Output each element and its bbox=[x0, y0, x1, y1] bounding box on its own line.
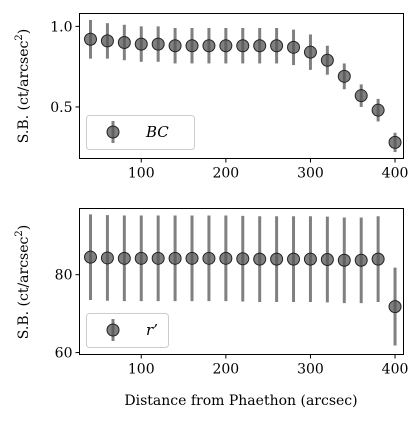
y-tick-label-bottom: 80 bbox=[55, 268, 73, 284]
axis-ticks-bottom: 100 200 300 400 60 80 bbox=[55, 268, 409, 378]
data-point bbox=[202, 39, 216, 53]
data-point bbox=[287, 40, 301, 54]
data-point bbox=[337, 69, 351, 83]
data-point bbox=[151, 251, 165, 265]
data-point bbox=[371, 103, 385, 117]
data-point bbox=[134, 251, 148, 265]
data-point bbox=[117, 251, 131, 265]
x-tick-label-bottom: 300 bbox=[297, 362, 324, 378]
data-point bbox=[320, 53, 334, 67]
legend-marker-top bbox=[106, 125, 120, 139]
plot-frame-top bbox=[79, 13, 404, 159]
x-tick-label-bottom: 200 bbox=[212, 362, 239, 378]
x-tick-label-bottom: 100 bbox=[128, 362, 155, 378]
legend-box-bottom bbox=[86, 313, 169, 348]
x-tick-label-top: 100 bbox=[128, 166, 155, 182]
data-point bbox=[303, 45, 317, 59]
data-point bbox=[83, 32, 97, 46]
y-tick-label-bottom: 60 bbox=[55, 346, 73, 362]
data-point bbox=[219, 39, 233, 53]
plot-frame-bottom bbox=[79, 208, 404, 355]
y-axis-label-bottom: S.B. (ct/arcsec2) bbox=[14, 225, 32, 339]
data-point bbox=[270, 39, 284, 53]
data-point bbox=[287, 252, 301, 266]
data-point bbox=[320, 253, 334, 267]
x-tick-label-top: 400 bbox=[382, 166, 409, 182]
x-tick-label-bottom: 400 bbox=[382, 362, 409, 378]
y-tick-label-top: 1.0 bbox=[50, 19, 72, 35]
panel-top: 100 200 300 400 0.5 1.0 S.B. (ct/arcsec2) BC bbox=[14, 13, 408, 182]
data-point bbox=[168, 39, 182, 53]
data-point bbox=[168, 251, 182, 265]
data-point bbox=[354, 253, 368, 267]
data-point bbox=[236, 39, 250, 53]
data-point bbox=[236, 252, 250, 266]
data-point bbox=[388, 300, 402, 314]
data-point bbox=[134, 37, 148, 51]
data-point bbox=[303, 252, 317, 266]
series-bc bbox=[83, 19, 402, 153]
legend-label-bottom: r’ bbox=[146, 321, 158, 339]
series-r bbox=[83, 214, 402, 346]
data-point bbox=[354, 89, 368, 103]
data-point bbox=[185, 251, 199, 265]
legend-box-top bbox=[86, 115, 195, 150]
data-point bbox=[100, 34, 114, 48]
legend-label-top: BC bbox=[145, 123, 169, 141]
data-point bbox=[117, 36, 131, 49]
data-point bbox=[151, 37, 165, 51]
data-point bbox=[100, 251, 114, 265]
y-tick-label-top: 0.5 bbox=[50, 100, 72, 116]
data-point bbox=[202, 251, 216, 265]
data-point bbox=[219, 251, 233, 265]
axis-ticks-top: 100 200 300 400 0.5 1.0 bbox=[50, 19, 408, 181]
legend-marker-bottom bbox=[106, 323, 120, 337]
x-tick-label-top: 300 bbox=[297, 166, 324, 182]
data-point bbox=[388, 135, 402, 149]
x-axis-label: Distance from Phaethon (arcsec) bbox=[124, 393, 357, 409]
data-point bbox=[337, 253, 351, 267]
data-point bbox=[185, 39, 199, 53]
legend-bottom: r’ bbox=[86, 313, 169, 348]
data-point bbox=[253, 39, 267, 53]
legend-top: BC bbox=[86, 115, 195, 150]
y-axis-label-top: S.B. (ct/arcsec2) bbox=[14, 29, 32, 143]
data-point bbox=[253, 252, 267, 266]
data-point bbox=[83, 250, 97, 264]
data-point bbox=[270, 252, 284, 266]
x-tick-label-top: 200 bbox=[212, 166, 239, 182]
panel-bottom: 100 200 300 400 60 80 S.B. (ct/arcsec2) r’ Di… bbox=[14, 208, 409, 409]
data-point bbox=[371, 252, 385, 266]
